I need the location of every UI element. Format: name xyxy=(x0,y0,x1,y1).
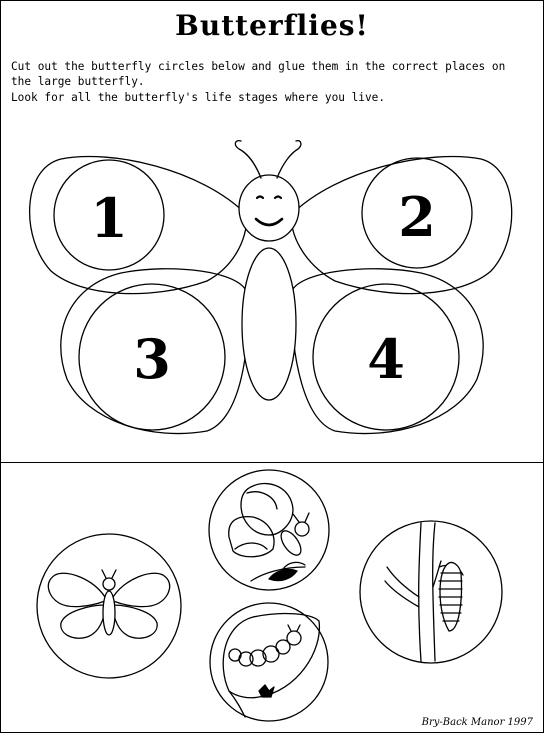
cutout-butterfly-on-leaf[interactable] xyxy=(208,469,330,591)
right-antenna xyxy=(276,139,302,179)
instruction-cut-glue: Cut out the butterfly circles below and … xyxy=(11,60,506,88)
upper-left-wing xyxy=(28,155,248,295)
number-1: 1 xyxy=(90,186,128,250)
instruction-look-for: Look for all the butterfly's life stages… xyxy=(11,91,386,104)
cutout-chrysalis-on-branch[interactable] xyxy=(359,520,503,664)
number-3: 3 xyxy=(133,327,171,391)
lower-right-wing xyxy=(290,268,484,435)
number-2: 2 xyxy=(398,185,436,249)
left-eye xyxy=(255,195,265,200)
cutout-adult-butterfly[interactable] xyxy=(36,533,182,679)
butterfly-body xyxy=(241,247,297,401)
number-circle-2 xyxy=(361,157,473,269)
upper-right-wing xyxy=(290,155,513,295)
large-butterfly xyxy=(28,139,513,435)
number-circle-1 xyxy=(53,159,165,271)
number-4: 4 xyxy=(367,327,405,391)
page-title: Butterflies! xyxy=(175,9,369,42)
smile xyxy=(254,217,284,227)
number-circle-4 xyxy=(312,283,460,431)
cutout-caterpillar-on-leaf[interactable] xyxy=(209,602,329,722)
right-eye xyxy=(273,195,283,200)
left-antenna xyxy=(234,139,262,179)
credit-signature: Bry-Back Manor 1997 xyxy=(421,717,533,728)
butterfly-head xyxy=(238,174,300,242)
number-circle-3 xyxy=(78,283,226,431)
lower-left-wing xyxy=(60,268,249,435)
section-divider xyxy=(1,462,543,463)
